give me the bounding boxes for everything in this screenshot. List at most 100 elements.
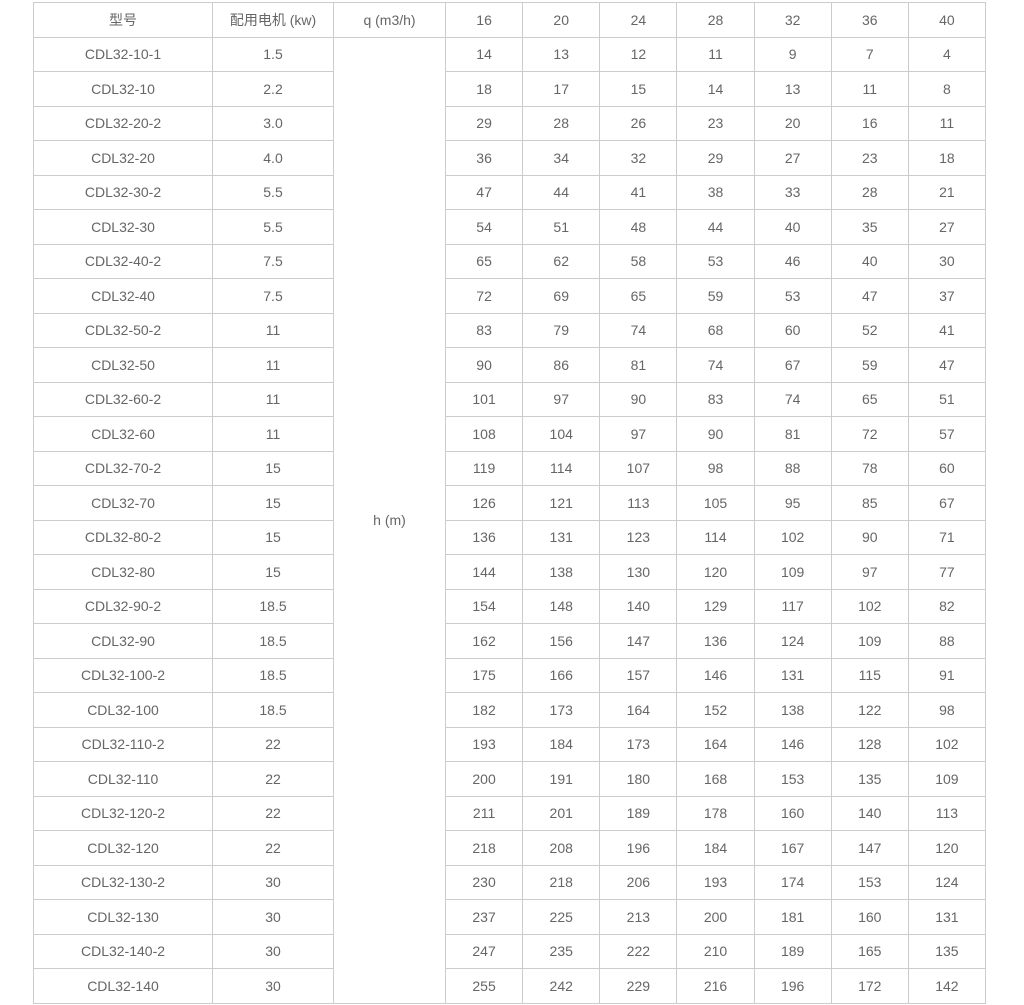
head-value-cell: 78	[830, 450, 909, 486]
head-value-cell: 191	[522, 761, 601, 797]
head-value-cell: 109	[830, 623, 909, 659]
head-value-cell: 98	[907, 692, 987, 728]
model-cell: CDL32-80-2	[33, 519, 213, 555]
head-value-cell: 157	[599, 657, 678, 693]
head-value-cell: 13	[522, 36, 601, 72]
head-value-cell: 121	[522, 485, 601, 521]
head-value-cell: 7	[830, 36, 909, 72]
head-value-cell: 51	[907, 381, 987, 417]
motor-power-cell: 30	[212, 968, 334, 1004]
header-flow-rate: q (m3/h)	[333, 2, 446, 38]
table-row: CDL32-20-2 3.0 29 28 26 23 20 16 11	[33, 105, 987, 141]
model-cell: CDL32-110	[33, 761, 213, 797]
head-value-cell: 113	[907, 795, 987, 831]
head-value-cell: 18	[444, 71, 524, 107]
head-value-cell: 156	[522, 623, 601, 659]
motor-power-cell: 15	[212, 519, 334, 555]
head-value-cell: 117	[753, 588, 832, 624]
motor-power-cell: 1.5	[212, 36, 334, 72]
head-value-cell: 90	[830, 519, 909, 555]
header-model: 型号	[33, 2, 213, 38]
head-value-cell: 4	[907, 36, 987, 72]
head-value-cell: 102	[830, 588, 909, 624]
head-value-cell: 131	[522, 519, 601, 555]
head-value-cell: 115	[830, 657, 909, 693]
model-cell: CDL32-60	[33, 416, 213, 452]
head-value-cell: 95	[753, 485, 832, 521]
table-row: CDL32-90 18.5 162 156 147 136 124 109 88	[33, 623, 987, 659]
head-value-cell: 12	[599, 36, 678, 72]
head-value-cell: 146	[753, 726, 832, 762]
head-value-cell: 53	[753, 278, 832, 314]
head-value-cell: 222	[599, 933, 678, 969]
table-row: CDL32-40-2 7.5 65 62 58 53 46 40 30	[33, 243, 987, 279]
head-value-cell: 30	[907, 243, 987, 279]
head-value-cell: 17	[522, 71, 601, 107]
head-value-cell: 164	[599, 692, 678, 728]
head-value-cell: 38	[676, 174, 755, 210]
head-value-cell: 51	[522, 209, 601, 245]
header-row: 型号 配用电机 (kw) q (m3/h) 16 20 24 28 32 36 …	[33, 2, 987, 38]
head-value-cell: 218	[444, 830, 524, 866]
head-value-cell: 172	[830, 968, 909, 1004]
head-value-cell: 21	[907, 174, 987, 210]
head-value-cell: 52	[830, 312, 909, 348]
head-value-cell: 208	[522, 830, 601, 866]
motor-power-cell: 15	[212, 554, 334, 590]
model-cell: CDL32-60-2	[33, 381, 213, 417]
model-cell: CDL32-30-2	[33, 174, 213, 210]
model-cell: CDL32-120-2	[33, 795, 213, 831]
head-value-cell: 131	[753, 657, 832, 693]
head-value-cell: 173	[599, 726, 678, 762]
model-cell: CDL32-10-1	[33, 36, 213, 72]
head-value-cell: 128	[830, 726, 909, 762]
head-value-cell: 27	[907, 209, 987, 245]
head-value-cell: 97	[830, 554, 909, 590]
head-value-cell: 98	[676, 450, 755, 486]
head-value-cell: 235	[522, 933, 601, 969]
model-cell: CDL32-20	[33, 140, 213, 176]
table-row: CDL32-10-1 1.5 h (m) 14 13 12 11 9 7 4	[33, 36, 987, 1004]
head-value-cell: 65	[830, 381, 909, 417]
table-row: CDL32-50 11 90 86 81 74 67 59 47	[33, 347, 987, 383]
motor-power-cell: 2.2	[212, 71, 334, 107]
head-value-cell: 28	[830, 174, 909, 210]
head-value-cell: 114	[522, 450, 601, 486]
head-value-cell: 88	[907, 623, 987, 659]
motor-power-cell: 15	[212, 485, 334, 521]
head-value-cell: 102	[753, 519, 832, 555]
head-value-cell: 11	[830, 71, 909, 107]
model-cell: CDL32-90	[33, 623, 213, 659]
head-value-cell: 154	[444, 588, 524, 624]
model-cell: CDL32-100-2	[33, 657, 213, 693]
head-value-cell: 135	[830, 761, 909, 797]
head-value-cell: 140	[599, 588, 678, 624]
head-value-cell: 196	[599, 830, 678, 866]
motor-power-cell: 11	[212, 347, 334, 383]
head-value-cell: 107	[599, 450, 678, 486]
head-value-cell: 41	[907, 312, 987, 348]
header-flow-28: 28	[676, 2, 755, 38]
head-value-cell: 153	[753, 761, 832, 797]
model-cell: CDL32-120	[33, 830, 213, 866]
head-value-cell: 193	[444, 726, 524, 762]
head-value-cell: 153	[830, 864, 909, 900]
table-row: CDL32-50-2 11 83 79 74 68 60 52 41	[33, 312, 987, 348]
table-row: CDL32-100 18.5 182 173 164 152 138 122 98	[33, 692, 987, 728]
head-value-cell: 67	[907, 485, 987, 521]
table-row: CDL32-10 2.2 18 17 15 14 13 11 8	[33, 71, 987, 107]
motor-power-cell: 30	[212, 933, 334, 969]
motor-power-cell: 18.5	[212, 657, 334, 693]
head-value-cell: 123	[599, 519, 678, 555]
table-row: CDL32-110-2 22 193 184 173 164 146 128 102	[33, 726, 987, 762]
table-row: CDL32-90-2 18.5 154 148 140 129 117 102 82	[33, 588, 987, 624]
table-row: CDL32-80 15 144 138 130 120 109 97 77	[33, 554, 987, 590]
head-value-cell: 229	[599, 968, 678, 1004]
table-row: CDL32-20 4.0 36 34 32 29 27 23 18	[33, 140, 987, 176]
model-cell: CDL32-140	[33, 968, 213, 1004]
head-value-cell: 136	[444, 519, 524, 555]
head-value-cell: 27	[753, 140, 832, 176]
head-value-cell: 142	[907, 968, 987, 1004]
model-cell: CDL32-90-2	[33, 588, 213, 624]
head-value-cell: 14	[444, 36, 524, 72]
